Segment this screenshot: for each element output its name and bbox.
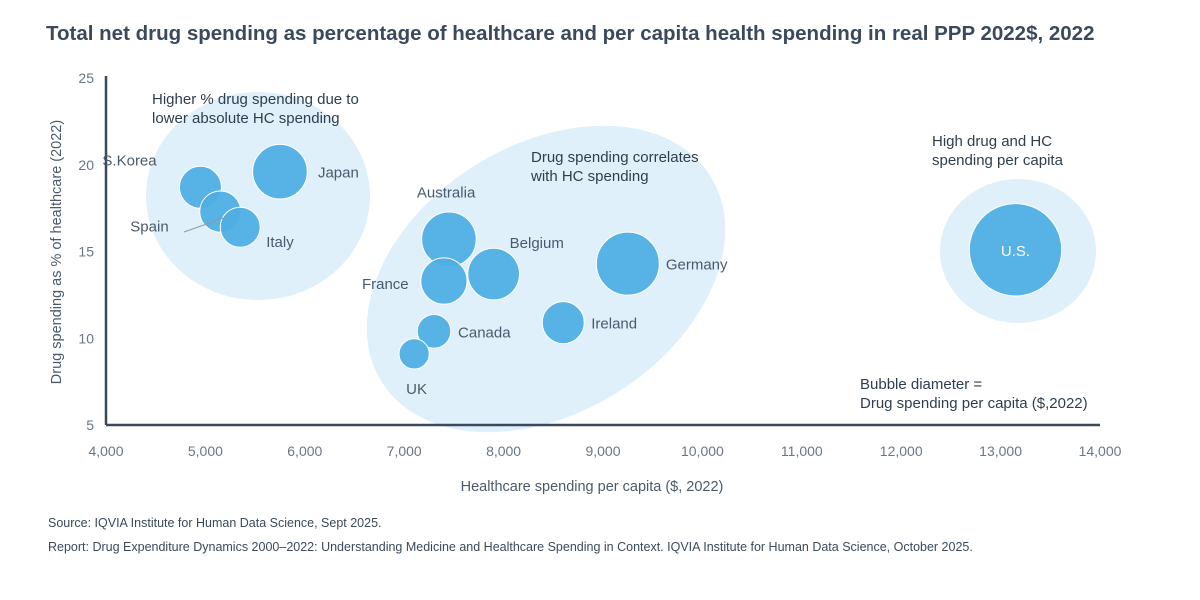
x-tick-label: 11,000: [781, 443, 823, 459]
label-ireland: Ireland: [591, 316, 637, 333]
y-tick-label: 15: [78, 244, 94, 260]
bubble-series: [178, 143, 1063, 370]
label-us: U.S.: [1001, 243, 1030, 260]
country-labels: S.Korea Spain Italy Japan Australia France Bel…: [102, 152, 1030, 398]
source-note: Source: IQVIA Institute for Human Data S…: [48, 516, 382, 530]
x-tick-label: 10,000: [681, 443, 724, 459]
bubble-ireland: [541, 301, 585, 345]
label-uk: UK: [406, 381, 427, 398]
bubble-belgium: [467, 247, 520, 301]
label-france: France: [362, 276, 409, 293]
y-tick-label: 25: [78, 70, 94, 86]
spain-leader-line: [183, 215, 231, 233]
bubble-france: [420, 257, 468, 305]
y-tick-label: 5: [86, 417, 94, 433]
y-tick-label: 10: [78, 330, 94, 346]
axes: 4,000 5,000 6,000 7,000 8,000 9,000 10,000 11,0…: [49, 70, 1122, 495]
label-japan: Japan: [318, 165, 359, 182]
bubble-uk: [398, 338, 430, 370]
annotation-bubble-diameter: Bubble diameter = Drug spending per capit…: [860, 376, 1088, 412]
label-skorea: S.Korea: [102, 152, 157, 169]
annotation-high-hc: High drug and HC spending per capita: [932, 133, 1064, 169]
x-tick-label: 12,000: [880, 443, 923, 459]
annotation-correlated: Drug spending correlates with HC spending: [530, 149, 699, 185]
label-australia: Australia: [417, 184, 476, 201]
bubble-italy: [219, 206, 261, 248]
annotations: Higher % drug spending due to lower absol…: [152, 91, 1088, 412]
x-tick-label: 7,000: [387, 443, 422, 459]
x-tick-label: 5,000: [188, 443, 223, 459]
cluster-region-low-hc: [146, 92, 370, 300]
x-tick-label: 6,000: [287, 443, 322, 459]
label-italy: Italy: [266, 234, 294, 251]
cluster-region-correlated: [366, 125, 726, 433]
x-tick-label: 14,000: [1079, 443, 1122, 459]
y-axis-label: Drug spending as % of healthcare (2022): [49, 120, 65, 384]
x-tick-label: 8,000: [486, 443, 521, 459]
x-tick-label: 9,000: [585, 443, 620, 459]
label-germany: Germany: [666, 257, 728, 274]
x-tick-label: 13,000: [979, 443, 1022, 459]
x-axis-label: Healthcare spending per capita ($, 2022): [461, 479, 724, 495]
bubble-japan: [252, 143, 308, 200]
chart-title: Total net drug spending as percentage of…: [46, 22, 1095, 45]
annotation-low-hc: Higher % drug spending due to lower absol…: [152, 91, 359, 127]
bubble-germany: [595, 231, 660, 296]
x-tick-label: 4,000: [88, 443, 123, 459]
bubble-us: [968, 203, 1063, 297]
label-canada: Canada: [458, 324, 511, 341]
label-belgium: Belgium: [510, 235, 564, 252]
bubble-canada: [416, 314, 452, 349]
y-tick-label: 20: [78, 157, 94, 173]
report-note: Report: Drug Expenditure Dynamics 2000–2…: [48, 540, 973, 554]
label-spain: Spain: [130, 219, 168, 236]
